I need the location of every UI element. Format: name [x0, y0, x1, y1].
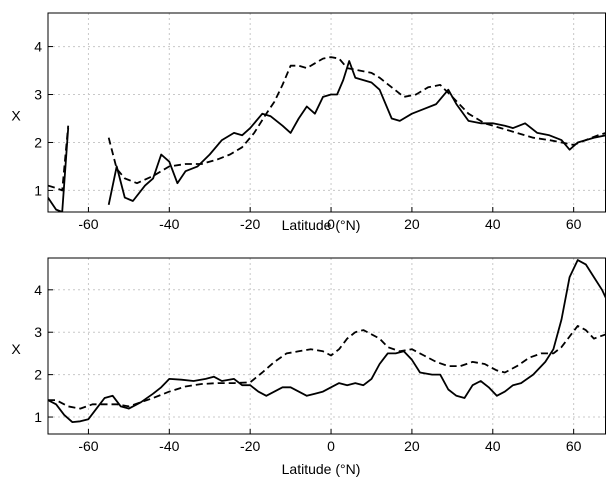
- top-chart-panel: -60 -40 -20 0 20 40 60 1 2 3 4 Latitude (°N) X: [11, 12, 606, 233]
- top-x-tick-label: -40: [159, 216, 179, 232]
- bottom-y-tick-label: 1: [34, 409, 42, 425]
- top-x-tick-label: 40: [485, 216, 501, 232]
- top-y-tick-label: 3: [34, 87, 42, 103]
- top-dashed-series-line: [48, 125, 70, 192]
- bottom-y-axis-label: X: [11, 341, 21, 357]
- top-x-tick-label: 20: [404, 216, 420, 232]
- bottom-dashed-series-line: [48, 325, 606, 410]
- top-x-tick-label: 0: [327, 216, 335, 232]
- bottom-x-tick-label: 0: [327, 438, 335, 454]
- top-x-tick-label: 60: [566, 216, 582, 232]
- top-dashed-series-line: [107, 56, 606, 185]
- bottom-y-tick-label: 2: [34, 367, 42, 383]
- bottom-chart-panel: -60 -40 -20 0 20 40 60 1 2 3 4 Latitude (°N) X: [11, 257, 606, 477]
- bottom-y-tick-label: 4: [34, 282, 42, 298]
- top-x-tick-label: -60: [78, 216, 98, 232]
- bottom-x-axis-label: Latitude (°N): [282, 461, 361, 477]
- bottom-x-tick-label: -40: [159, 438, 179, 454]
- top-plot-frame: [47, 12, 606, 213]
- bottom-solid-series-line: [48, 259, 606, 423]
- top-x-tick-label: -20: [240, 216, 260, 232]
- top-solid-series-line: [48, 128, 70, 212]
- bottom-x-tick-label: -20: [240, 438, 260, 454]
- top-solid-series-line: [107, 60, 606, 205]
- bottom-x-tick-label: 40: [485, 438, 501, 454]
- top-x-axis-label: Latitude (°N): [282, 217, 361, 233]
- top-y-axis-label: X: [11, 108, 21, 124]
- bottom-x-tick-label: 60: [566, 438, 582, 454]
- top-y-tick-label: 1: [34, 182, 42, 198]
- bottom-y-tick-label: 3: [34, 324, 42, 340]
- top-y-tick-label: 2: [34, 134, 42, 150]
- bottom-x-tick-label: 20: [404, 438, 420, 454]
- top-y-tick-label: 4: [34, 39, 42, 55]
- bottom-x-tick-label: -60: [78, 438, 98, 454]
